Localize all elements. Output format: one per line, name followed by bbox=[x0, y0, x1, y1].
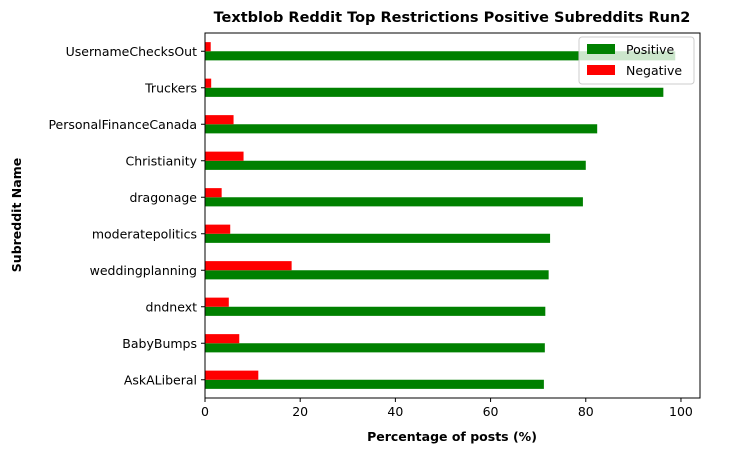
x-tick-label: 0 bbox=[201, 404, 209, 419]
y-tick-label-weddingplanning: weddingplanning bbox=[90, 263, 197, 278]
bar-positive-christianity bbox=[205, 160, 586, 170]
bar-negative-usernamechecksout bbox=[205, 42, 211, 52]
bar-positive-askaliberal bbox=[205, 379, 544, 389]
bar-positive-dndnext bbox=[205, 306, 546, 316]
bars-layer bbox=[205, 42, 676, 389]
bar-negative-weddingplanning bbox=[205, 261, 292, 271]
legend-label-negative: Negative bbox=[626, 63, 682, 78]
x-tick-label: 100 bbox=[669, 404, 693, 419]
plot-frame bbox=[204, 32, 701, 399]
x-axis-label: Percentage of posts (%) bbox=[367, 429, 537, 444]
legend-swatch-positive bbox=[587, 44, 615, 54]
y-axis-ticks: AskALiberal BabyBumps dndnext weddingplanni… bbox=[48, 44, 205, 387]
bar-negative-truckers bbox=[205, 78, 212, 88]
y-tick-label-dragonage: dragonage bbox=[129, 190, 197, 205]
x-tick-label: 20 bbox=[292, 404, 308, 419]
bar-positive-babybumps bbox=[205, 343, 545, 353]
bar-negative-moderatepolitics bbox=[205, 224, 231, 234]
y-tick-label-truckers: Truckers bbox=[144, 80, 197, 95]
legend-swatch-negative bbox=[587, 65, 615, 75]
y-tick-label-christianity: Christianity bbox=[125, 153, 197, 168]
legend: Positive Negative bbox=[578, 36, 695, 85]
bar-positive-truckers bbox=[205, 87, 664, 97]
bar-positive-dragonage bbox=[205, 197, 583, 207]
y-tick-label-dndnext: dndnext bbox=[146, 299, 198, 314]
x-tick-label: 80 bbox=[578, 404, 594, 419]
y-tick-label-personalfinancecanada: PersonalFinanceCanada bbox=[48, 117, 197, 132]
legend-label-positive: Positive bbox=[626, 42, 674, 57]
bar-negative-askaliberal bbox=[205, 370, 259, 380]
bar-positive-moderatepolitics bbox=[205, 233, 551, 243]
bar-negative-dragonage bbox=[205, 188, 222, 198]
bar-positive-personalfinancecanada bbox=[205, 124, 598, 134]
chart-title: Textblob Reddit Top Restrictions Positiv… bbox=[214, 10, 691, 26]
bar-negative-dndnext bbox=[205, 297, 229, 307]
bar-negative-personalfinancecanada bbox=[205, 115, 234, 125]
y-tick-label-moderatepolitics: moderatepolitics bbox=[92, 226, 197, 241]
x-tick-label: 60 bbox=[483, 404, 499, 419]
bar-positive-weddingplanning bbox=[205, 270, 549, 280]
bar-negative-christianity bbox=[205, 151, 244, 161]
y-axis-label: Subreddit Name bbox=[9, 158, 24, 272]
bar-negative-babybumps bbox=[205, 334, 240, 344]
y-tick-label-usernamechecksout: UsernameChecksOut bbox=[66, 44, 197, 59]
x-tick-label: 40 bbox=[387, 404, 403, 419]
y-tick-label-askaliberal: AskALiberal bbox=[124, 372, 197, 387]
x-axis-ticks: 0 20 40 60 80 100 bbox=[201, 398, 693, 419]
bar-positive-usernamechecksout bbox=[205, 51, 676, 61]
y-tick-label-babybumps: BabyBumps bbox=[122, 336, 197, 351]
